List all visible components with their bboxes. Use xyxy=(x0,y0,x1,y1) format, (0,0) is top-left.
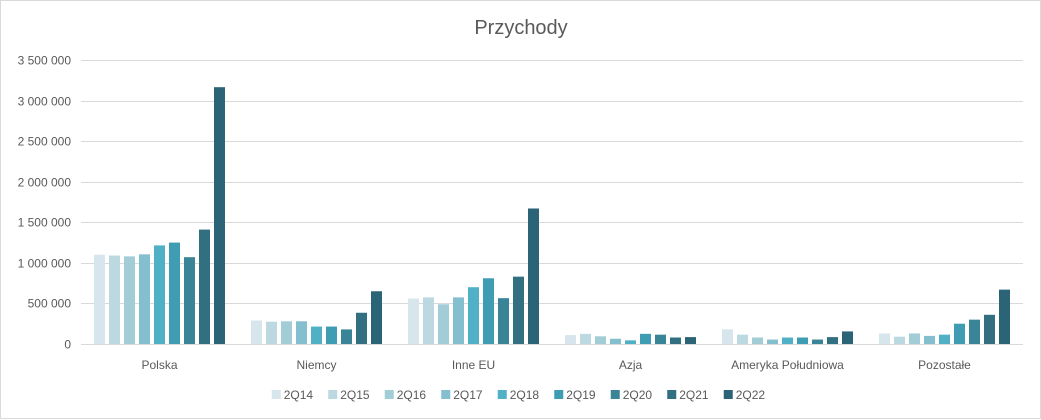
bar xyxy=(94,254,105,344)
bar xyxy=(109,255,120,344)
legend-swatch xyxy=(497,390,507,399)
bar xyxy=(139,254,150,344)
bar xyxy=(812,339,823,344)
y-tick-label: 3 000 000 xyxy=(18,95,72,109)
bar xyxy=(722,329,733,344)
y-tick-label: 1 000 000 xyxy=(18,257,72,271)
bar xyxy=(909,333,920,344)
gridlines xyxy=(81,60,1023,345)
bar xyxy=(737,334,748,344)
legend-label: 2Q21 xyxy=(679,388,709,402)
legend-swatch xyxy=(610,390,620,399)
bar xyxy=(251,320,262,344)
bar xyxy=(528,208,539,344)
legend-swatch xyxy=(384,390,394,399)
bar xyxy=(296,321,307,344)
legend-label: 2Q16 xyxy=(397,388,427,402)
legend-swatch xyxy=(667,390,677,399)
category-label: Pozostałe xyxy=(918,358,971,372)
bar xyxy=(685,337,696,344)
y-tick-label: 1 500 000 xyxy=(18,216,72,230)
bar xyxy=(483,278,494,344)
category-label: Polska xyxy=(141,358,177,372)
legend-swatch xyxy=(723,390,733,399)
legend-swatch xyxy=(271,390,281,399)
bar xyxy=(984,314,995,344)
bar xyxy=(655,334,666,344)
y-tick-label: 2 500 000 xyxy=(18,135,72,149)
bar xyxy=(610,338,621,344)
bar xyxy=(842,331,853,344)
bar xyxy=(625,340,636,344)
bar xyxy=(498,298,509,344)
bars xyxy=(81,87,1023,345)
legend-label: 2Q20 xyxy=(623,388,653,402)
bar xyxy=(169,242,180,344)
bar xyxy=(371,291,382,344)
bar xyxy=(782,337,793,344)
bar xyxy=(423,297,434,344)
bar xyxy=(767,339,778,344)
bar xyxy=(154,245,165,344)
bar xyxy=(341,329,352,344)
legend-label: 2Q14 xyxy=(284,388,314,402)
chart-title: Przychody xyxy=(474,17,567,39)
bar xyxy=(640,333,651,344)
bar xyxy=(438,304,449,344)
y-tick-label: 2 000 000 xyxy=(18,176,72,190)
bar xyxy=(939,334,950,344)
legend-swatch xyxy=(328,390,338,399)
category-label: Azja xyxy=(619,358,643,372)
bar xyxy=(670,337,681,344)
bar xyxy=(356,312,367,344)
bar xyxy=(580,333,591,344)
y-axis-ticks: 0 500 000 1 000 000 1 500 000 2 000 000 2 500… xyxy=(18,54,72,352)
bar xyxy=(797,337,808,344)
y-tick-label: 500 000 xyxy=(28,297,72,311)
bar xyxy=(894,336,905,344)
bar xyxy=(595,336,606,344)
bar xyxy=(326,326,337,344)
bar xyxy=(924,335,935,344)
bar xyxy=(827,337,838,344)
bar xyxy=(513,276,524,344)
legend-swatch xyxy=(441,390,451,399)
legend-label: 2Q22 xyxy=(736,388,766,402)
legend-label: 2Q18 xyxy=(510,388,540,402)
legend-swatch xyxy=(554,390,564,399)
bar xyxy=(124,256,135,344)
legend-label: 2Q15 xyxy=(340,388,370,402)
bar xyxy=(266,321,277,344)
bar xyxy=(408,298,419,344)
bar xyxy=(199,229,210,344)
bar xyxy=(879,333,890,344)
bar xyxy=(311,326,322,344)
bar xyxy=(184,257,195,344)
legend-label: 2Q17 xyxy=(453,388,483,402)
bar xyxy=(468,287,479,344)
legend: 2Q14 2Q15 2Q16 2Q17 2Q18 2Q19 2Q20 2Q21 2Q22 xyxy=(271,388,766,402)
category-labels: Polska Niemcy Inne EU Azja Ameryka Południow… xyxy=(141,358,971,372)
bar xyxy=(969,319,980,344)
legend-label: 2Q19 xyxy=(566,388,596,402)
bar xyxy=(999,289,1010,344)
y-tick-label: 0 xyxy=(64,338,71,352)
bar xyxy=(565,335,576,344)
category-label: Niemcy xyxy=(296,358,336,372)
bar xyxy=(954,323,965,344)
bar xyxy=(752,337,763,344)
bar xyxy=(214,87,225,344)
y-tick-label: 3 500 000 xyxy=(18,54,72,68)
category-label: Inne EU xyxy=(452,358,495,372)
bar xyxy=(281,321,292,344)
bar xyxy=(453,297,464,344)
category-label: Ameryka Południowa xyxy=(731,358,844,372)
